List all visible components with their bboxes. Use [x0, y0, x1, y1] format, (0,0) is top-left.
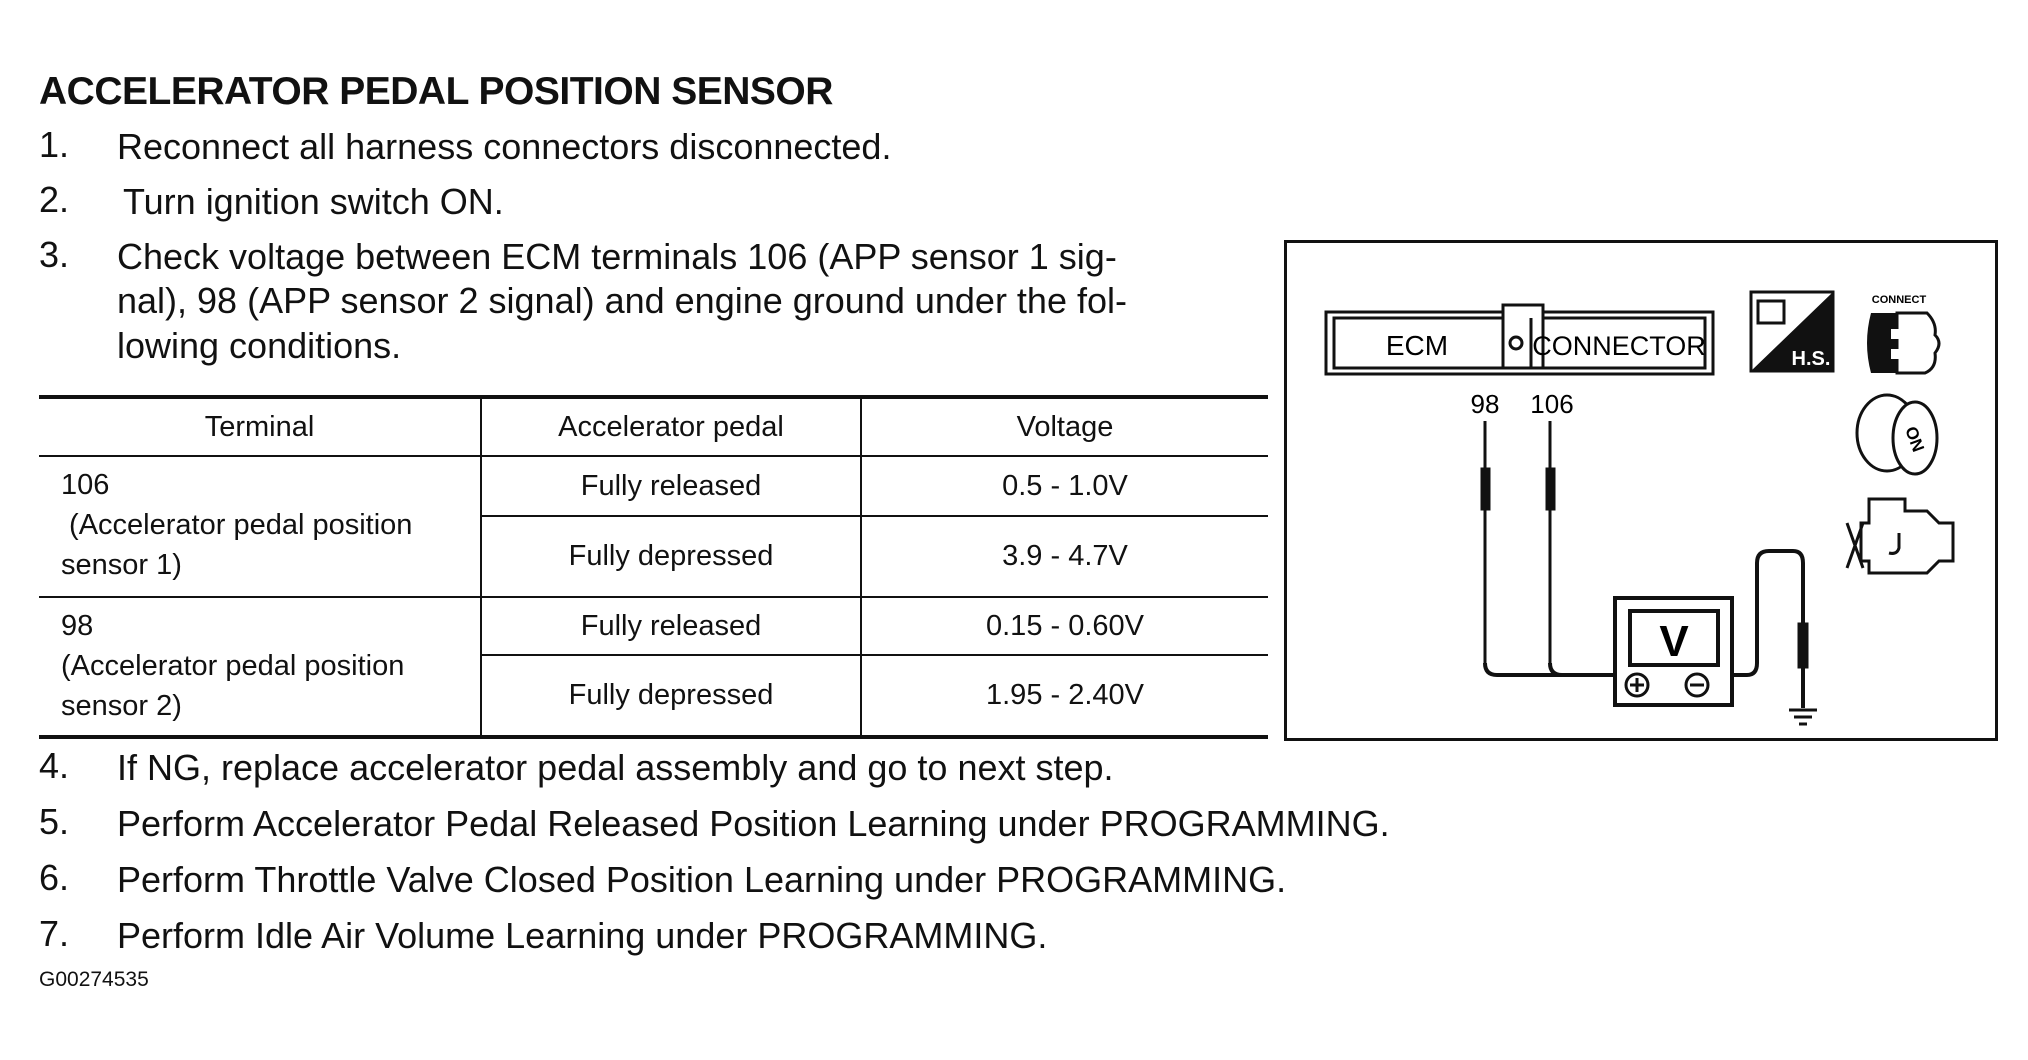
terminal-desc: (Accelerator pedal position — [61, 650, 405, 682]
terminal-106-label: 106 — [1530, 389, 1573, 419]
ecm-label: ECM — [1386, 330, 1448, 361]
voltage-table: Terminal Accelerator pedal Voltage 106 (… — [39, 395, 1268, 739]
terminal-98-label: 98 — [1471, 389, 1500, 419]
ecm-connector: ECM CONNECTOR — [1324, 303, 1715, 376]
terminal-number: 98 — [61, 610, 94, 642]
test-diagram: ECM CONNECTOR 98 106 V — [1284, 240, 1998, 741]
pedal-cell: Fully depressed — [481, 515, 862, 598]
table-row: 98 (Accelerator pedal position sensor 2)… — [39, 596, 1268, 738]
step-text: Perform Accelerator Pedal Released Posit… — [117, 803, 1390, 844]
step-number: 5. — [39, 801, 70, 842]
table-row: 106 (Accelerator pedal position sensor 1… — [39, 455, 1268, 598]
header-terminal: Terminal — [39, 396, 482, 457]
voltage-cell: 1.95 - 2.40V — [860, 654, 1268, 738]
figure-id: G00274535 — [39, 968, 149, 991]
step-text: If NG, replace accelerator pedal assembl… — [117, 747, 1114, 788]
terminal-cell: 98 (Accelerator pedal position sensor 2) — [39, 596, 482, 738]
voltage-cell: 0.15 - 0.60V — [860, 596, 1268, 656]
voltage-cell: 0.5 - 1.0V — [860, 455, 1268, 517]
pedal-cell: Fully released — [480, 455, 862, 517]
probe-wires — [1480, 421, 1809, 708]
pedal-cell: Fully depressed — [481, 654, 862, 738]
step-number: 1. — [39, 124, 70, 165]
header-voltage: Voltage — [860, 396, 1268, 457]
step-text: Perform Idle Air Volume Learning under P… — [117, 915, 1048, 956]
harness-connector-icon: H.S. — [1749, 290, 1835, 373]
step-number: 7. — [39, 913, 70, 954]
connect-icon: CONNECT — [1867, 294, 1941, 375]
page-title: ACCELERATOR PEDAL POSITION SENSOR — [39, 70, 833, 113]
terminal-cell: 106 (Accelerator pedal position sensor 1… — [39, 455, 482, 598]
hs-label: H.S. — [1792, 348, 1831, 370]
header-pedal: Accelerator pedal — [480, 396, 862, 457]
terminal-desc: sensor 1) — [61, 549, 182, 581]
step-number: 2. — [39, 179, 70, 220]
step-text: Turn ignition switch ON. — [123, 181, 504, 222]
step-text: Reconnect all harness connectors disconn… — [117, 126, 892, 167]
step-text: Check voltage between ECM terminals 106 … — [117, 236, 1117, 277]
table-row: Fully depressed 1.95 - 2.40V — [39, 654, 1268, 738]
step-text: lowing conditions. — [117, 325, 402, 366]
connect-label: CONNECT — [1872, 294, 1927, 306]
step-number: 4. — [39, 745, 70, 786]
voltmeter-icon: V — [1613, 596, 1734, 707]
step-text: nal), 98 (APP sensor 2 signal) and engin… — [117, 280, 1127, 321]
engine-stopped-icon — [1845, 497, 1955, 575]
terminal-desc: sensor 2) — [61, 690, 182, 722]
terminal-desc: (Accelerator pedal position — [61, 509, 413, 541]
terminal-number: 106 — [61, 469, 110, 501]
table-header-row: Terminal Accelerator pedal Voltage — [39, 396, 1268, 457]
step-number: 3. — [39, 234, 70, 275]
ground-icon — [1789, 708, 1817, 726]
connector-label: CONNECTOR — [1532, 331, 1706, 361]
step-number: 6. — [39, 857, 70, 898]
step-text: Perform Throttle Valve Closed Position L… — [117, 859, 1287, 900]
pedal-cell: Fully released — [480, 596, 862, 656]
meter-label: V — [1659, 617, 1689, 666]
table-row: Fully depressed 3.9 - 4.7V — [39, 515, 1268, 598]
voltage-cell: 3.9 - 4.7V — [860, 515, 1268, 598]
ignition-key-on-icon: ON — [1855, 393, 1939, 476]
